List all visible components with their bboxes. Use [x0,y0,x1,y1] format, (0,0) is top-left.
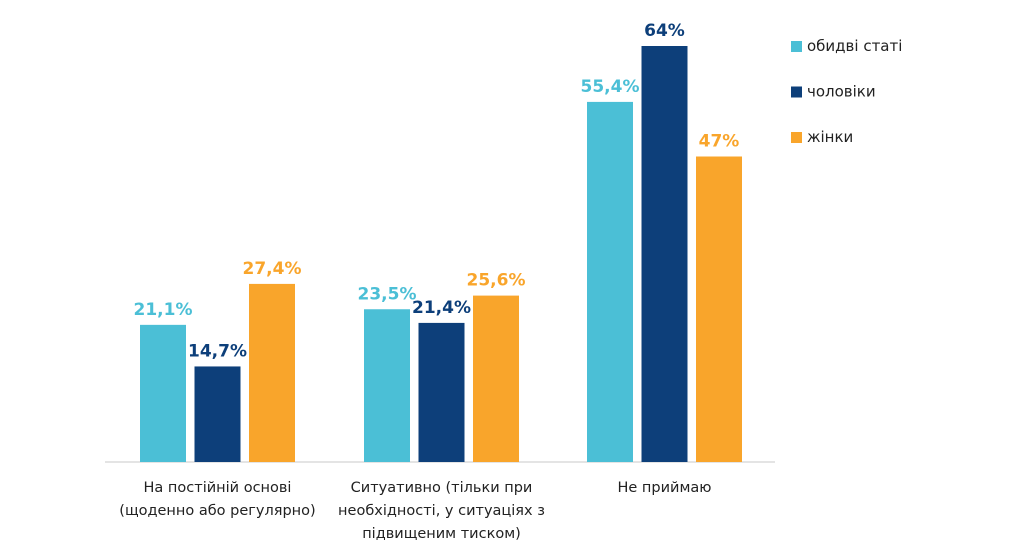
category-label: необхідності, у ситуаціях з [338,503,545,519]
data-label: 21,4% [412,298,471,318]
data-label: 27,4% [243,259,302,279]
data-label: 23,5% [358,284,417,304]
data-label: 64% [644,21,685,41]
category-label: Не приймаю [618,480,712,496]
category-label: На постійній основі [144,480,292,496]
data-label: 21,1% [134,300,193,320]
category-label: підвищеним тиском) [362,526,521,542]
data-label: 55,4% [581,77,640,97]
data-label: 25,6% [467,271,526,291]
bar [364,309,410,462]
bar [418,322,465,462]
bar [194,366,241,462]
legend-swatch [791,132,802,143]
bar [473,295,519,462]
bar [696,156,742,462]
legend-label: обидві статі [807,37,902,55]
data-label: 14,7% [188,341,247,361]
bar [140,324,186,462]
legend-label: жінки [807,128,853,146]
data-label: 47% [699,132,740,152]
legend-swatch [791,41,802,52]
bar [641,46,688,462]
bar [249,283,295,462]
category-label: Ситуативно (тільки при [351,480,533,496]
legend-swatch [791,86,802,98]
bar [587,101,633,463]
legend-label: чоловіки [807,83,876,101]
category-label: (щоденно або регулярно) [119,503,315,519]
